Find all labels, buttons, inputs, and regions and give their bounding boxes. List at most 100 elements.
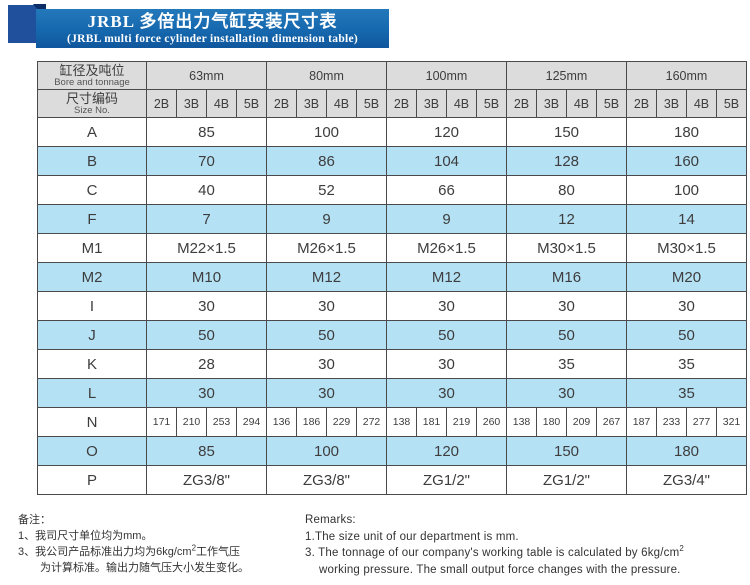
dim-value-cell: 30 (506, 378, 627, 408)
row-label: L (37, 378, 147, 408)
dim-value-cell: M26×1.5 (386, 233, 507, 263)
dim-value-cell: 30 (146, 378, 267, 408)
dim-value-cell: 171 (146, 407, 177, 437)
dim-value-cell: 187 (626, 407, 657, 437)
notes-chinese: 备注： 1、我司尺寸单位均为mm。 3、我公司产品标准出力均为6kg/cm2工作… (18, 512, 303, 576)
dim-value-cell: M22×1.5 (146, 233, 267, 263)
dim-value-cell: 180 (626, 436, 747, 466)
dim-value-cell: 138 (386, 407, 417, 437)
dim-value-cell: 52 (266, 175, 387, 205)
size-code-header: 2B (386, 89, 417, 118)
dim-value-cell: M12 (386, 262, 507, 292)
dim-value-cell: 100 (626, 175, 747, 205)
row-label: M2 (37, 262, 147, 292)
size-code-header: 4B (446, 89, 477, 118)
size-code-header: 3B (176, 89, 207, 118)
notes-zh-heading: 备注： (18, 514, 51, 526)
dim-value-cell: 229 (326, 407, 357, 437)
dim-value-cell: ZG3/8" (146, 465, 267, 495)
dim-value-cell: ZG1/2" (386, 465, 507, 495)
table-row-K: K 28 30 30 35 35 (37, 349, 747, 379)
bore-group-header: 63mm (146, 61, 267, 90)
size-code-header: 5B (356, 89, 387, 118)
dim-value-cell: ZG3/8" (266, 465, 387, 495)
dim-value-cell: 35 (626, 378, 747, 408)
size-code-header: 3B (656, 89, 687, 118)
size-code-header: 4B (566, 89, 597, 118)
size-code-header: 5B (236, 89, 267, 118)
dim-value-cell: 30 (386, 378, 507, 408)
size-code-header: 5B (476, 89, 507, 118)
dim-value-cell: ZG3/4" (626, 465, 747, 495)
dim-value-cell: 180 (536, 407, 567, 437)
size-code-header: 4B (686, 89, 717, 118)
size-code-header: 5B (716, 89, 747, 118)
corner-sizeno-zh: 尺寸编码 (65, 90, 118, 106)
dim-value-cell: 80 (506, 175, 627, 205)
dim-value-cell: 128 (506, 146, 627, 176)
dim-value-cell: 100 (266, 436, 387, 466)
size-code-header: 4B (326, 89, 357, 118)
dim-value-cell: M30×1.5 (626, 233, 747, 263)
dim-value-cell: M26×1.5 (266, 233, 387, 263)
table-row-C: C 40 52 66 80 100 (37, 175, 747, 205)
row-label: B (37, 146, 147, 176)
dim-value-cell: 86 (266, 146, 387, 176)
dim-value-cell: M16 (506, 262, 627, 292)
size-code-header: 2B (146, 89, 177, 118)
dim-value-cell: 186 (296, 407, 327, 437)
dim-value-cell: 260 (476, 407, 507, 437)
dim-value-cell: 50 (266, 320, 387, 350)
row-label: P (37, 465, 147, 495)
notes-zh-line1: 1、我司尺寸单位均为mm。 (18, 530, 153, 542)
dim-value-cell: 30 (626, 291, 747, 321)
notes-en-heading: Remarks: (305, 514, 356, 526)
corner-bore-cell: 缸径及吨位 Bore and tonnage (37, 61, 147, 90)
dim-value-cell: 180 (626, 117, 747, 147)
dim-value-cell: 30 (266, 378, 387, 408)
dim-value-cell: ZG1/2" (506, 465, 627, 495)
size-code-header: 2B (266, 89, 297, 118)
dim-value-cell: 209 (566, 407, 597, 437)
table-row-I: I 30 30 30 30 30 (37, 291, 747, 321)
dim-value-cell: M30×1.5 (506, 233, 627, 263)
notes-en-line2: 3. The tonnage of our company's working … (305, 544, 685, 559)
table-row-B: B 70 86 104 128 160 (37, 146, 747, 176)
bore-group-header: 160mm (626, 61, 747, 90)
table-row-P: P ZG3/8" ZG3/8" ZG1/2" ZG1/2" ZG3/4" (37, 465, 747, 495)
row-label: F (37, 204, 147, 234)
dimension-table: 缸径及吨位 Bore and tonnage 63mm 80mm 100mm 125mm 1… (37, 61, 747, 495)
dim-value-cell: 272 (356, 407, 387, 437)
size-code-header: 3B (416, 89, 447, 118)
size-code-header: 2B (626, 89, 657, 118)
dim-value-cell: M20 (626, 262, 747, 292)
notes-english: Remarks: 1.The size unit of our departme… (305, 512, 747, 578)
dim-value-cell: 40 (146, 175, 267, 205)
dim-value-cell: 233 (656, 407, 687, 437)
notes-zh-line2: 3、我公司产品标准出力均为6kg/cm2工作气压 (18, 543, 241, 558)
dim-value-cell: 160 (626, 146, 747, 176)
dim-value-cell: 120 (386, 436, 507, 466)
table-row-J: J 50 50 50 50 50 (37, 320, 747, 350)
dim-value-cell: 50 (386, 320, 507, 350)
dim-value-cell: 30 (266, 349, 387, 379)
dim-value-cell: 35 (626, 349, 747, 379)
dim-value-cell: 294 (236, 407, 267, 437)
table-row-M1: M1 M22×1.5 M26×1.5 M26×1.5 M30×1.5 M30×1.5 (37, 233, 747, 263)
dim-value-cell: 28 (146, 349, 267, 379)
dim-value-cell: 100 (266, 117, 387, 147)
bore-group-header: 100mm (386, 61, 507, 90)
row-label: C (37, 175, 147, 205)
page-title: JRBL 多倍出力气缸安装尺寸表 (87, 12, 338, 31)
notes-en-line3: working pressure. The small output force… (319, 563, 681, 576)
dim-value-cell: 85 (146, 436, 267, 466)
dim-value-cell: 253 (206, 407, 237, 437)
dim-value-cell: 30 (506, 291, 627, 321)
dim-value-cell: 7 (146, 204, 267, 234)
dim-value-cell: 120 (386, 117, 507, 147)
size-code-header: 4B (206, 89, 237, 118)
dim-value-cell: 30 (386, 291, 507, 321)
notes-en-line1: 1.The size unit of our department is mm. (305, 530, 519, 543)
table-row-A: A 85 100 120 150 180 (37, 117, 747, 147)
